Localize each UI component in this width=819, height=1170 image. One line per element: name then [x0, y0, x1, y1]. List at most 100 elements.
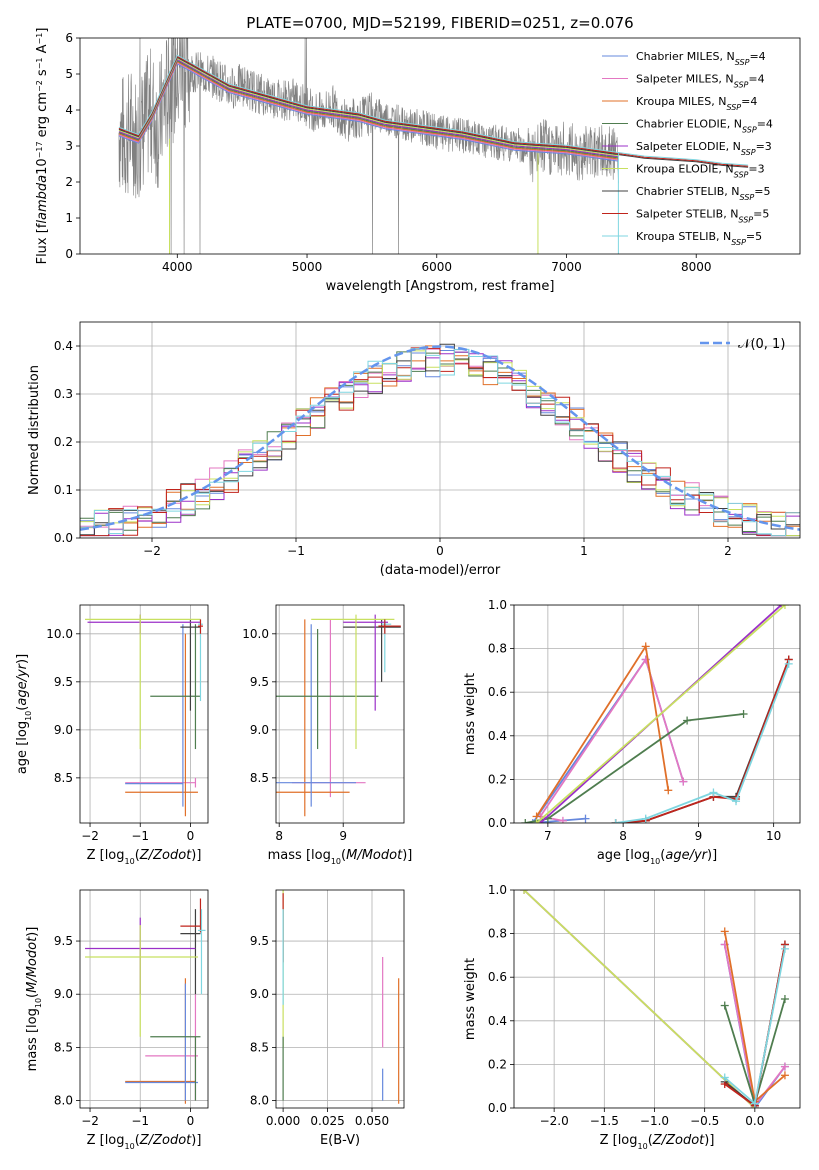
y-axis-label: Flux [flambda10−17 erg cm−2 s−1 A−1]	[35, 28, 51, 265]
label-part: (	[15, 706, 30, 711]
legend-sub: SSP	[726, 103, 741, 112]
label-part: −1	[35, 57, 44, 69]
legend-label: Kroupa STELIB, NSSP=5	[636, 230, 762, 247]
label-part: )]	[707, 848, 717, 863]
y-tick-label: 0.0	[54, 531, 73, 545]
x-tick-label: −2	[81, 829, 99, 843]
legend-suffix: =3	[756, 140, 772, 153]
legend-sub: SSP	[738, 215, 753, 224]
label-part: )]	[191, 1133, 201, 1148]
legend-suffix: =4	[749, 50, 765, 63]
spectrum-axes: 4000 5000 6000 7000 8000 0 1 2 3 4 5 6 wavelength [A…	[35, 28, 801, 294]
x-axis-label: Z [log10(Z/Zodot)]	[87, 848, 202, 866]
x-tick-label: 6000	[421, 260, 452, 274]
legend-sub: SSP	[742, 125, 757, 134]
axes-frame	[275, 889, 405, 1109]
x-tick-label: −2	[143, 544, 161, 558]
label-part: age [log	[597, 848, 650, 863]
x-axis-label: age [log10(age/yr)]	[597, 848, 717, 866]
x-axis-label: Z [log10(Z/Zodot)]	[600, 1133, 715, 1151]
x-tick-label: 8	[619, 829, 627, 843]
y-tick-label: 1.0	[488, 883, 507, 897]
x-tick-label: −1.0	[640, 1114, 669, 1128]
y-tick-label: 10.0	[242, 627, 269, 641]
label-part: s	[35, 69, 50, 80]
y-tick-label: 0.4	[54, 339, 73, 353]
y-tick-label: 9.5	[54, 934, 73, 948]
label-part: age [log	[15, 721, 30, 774]
label-part: (	[25, 993, 40, 998]
label-part: −1	[35, 33, 44, 45]
series-line-kroupa_elodie	[523, 890, 756, 1108]
y-tick-label: 8.5	[54, 1040, 73, 1054]
axes-frame	[79, 37, 801, 255]
legend-label: Salpeter STELIB, NSSP=5	[636, 208, 769, 225]
y-tick-label: 0.8	[488, 927, 507, 941]
legend-sub: SSP	[734, 80, 749, 89]
normal-curve	[80, 345, 800, 531]
y-tick-label: 8.0	[54, 1094, 73, 1108]
legend-suffix: =3	[748, 163, 764, 176]
mass_vs_EBV-axes: 0.000 0.025 0.050 8.0 8.5 9.0 9.5 E(B-V)	[250, 889, 405, 1148]
y-tick-label: 1	[65, 211, 73, 225]
x-tick-label: 10	[766, 829, 781, 843]
label-part: (	[660, 848, 665, 863]
x-axis-label: wavelength [Angstrom, rest frame]	[326, 279, 555, 294]
axes-frame	[79, 604, 209, 824]
x-tick-label: 1	[580, 544, 588, 558]
legend-suffix: =4	[741, 95, 757, 108]
label-part: odot	[25, 936, 40, 966]
x-tick-label: 7	[544, 829, 552, 843]
label-part: mass weight	[463, 958, 478, 1040]
x-tick-label: 0	[436, 544, 444, 558]
label-part: )]	[25, 927, 40, 937]
label-part: )]	[191, 848, 201, 863]
legend-suffix: =5	[753, 208, 769, 221]
age_vs_mass-plot-area	[276, 605, 404, 823]
label-part: (	[135, 848, 140, 863]
label-part: A	[35, 44, 50, 57]
x-tick-label: 0.000	[266, 1114, 300, 1128]
legend-label: Chabrier MILES, NSSP=4	[636, 50, 766, 67]
y-tick-label: 9.0	[250, 723, 269, 737]
x-tick-label: 8	[275, 829, 283, 843]
y-tick-label: 4	[65, 103, 73, 117]
label-part: 10	[24, 711, 33, 721]
y-tick-label: 9.5	[250, 934, 269, 948]
label-part: Z/Z	[139, 848, 163, 863]
label-part: 10	[125, 1142, 135, 1151]
x-tick-label: −1	[287, 544, 305, 558]
x-axis-label: E(B-V)	[320, 1133, 360, 1148]
series-line-chabrier_stelib	[615, 659, 790, 823]
axes-frame	[513, 889, 801, 1109]
age_vs_Z-axes: −2 −1 08.59.09.510.0Z [log10(Z/Zodot)]age …	[15, 604, 209, 866]
label-part: age/yr	[665, 848, 708, 863]
age_vs_mass-axes: 8 9 8.5 9.0 9.5 10.0 mass [log10(M/Modot)]	[242, 604, 412, 866]
series-line-salpeter_miles	[538, 657, 685, 822]
y-tick-label: 8.5	[250, 771, 269, 785]
x-tick-label: 7000	[551, 260, 582, 274]
y-axis-label: mass [log10(M/Modot)]	[25, 927, 43, 1072]
y-tick-label: 0.6	[488, 970, 507, 984]
label-part: lambda	[35, 175, 50, 224]
label-part: ]	[35, 28, 50, 33]
x-tick-label: −2.0	[540, 1114, 569, 1128]
y-tick-label: 3	[65, 139, 73, 153]
label-part: Z/Z	[139, 1133, 163, 1148]
x-tick-label: 0.0	[745, 1114, 764, 1128]
y-tick-label: 8.5	[250, 1040, 269, 1054]
y-tick-label: 0	[65, 247, 73, 261]
y-tick-label: 8.0	[250, 1094, 269, 1108]
y-tick-label: 9.0	[250, 987, 269, 1001]
label-part: 10	[650, 857, 660, 866]
x-tick-label: 0	[187, 1114, 195, 1128]
y-tick-label: 0.4	[488, 729, 507, 743]
label-part: M/M	[346, 848, 373, 863]
label-part: Z [log	[87, 848, 125, 863]
label-part: −2	[35, 80, 44, 92]
y-tick-label: 0.1	[54, 483, 73, 497]
model-line-kroupa_stelib	[118, 54, 749, 166]
x-tick-label: 0.050	[355, 1114, 389, 1128]
y-tick-label: 6	[65, 31, 73, 45]
